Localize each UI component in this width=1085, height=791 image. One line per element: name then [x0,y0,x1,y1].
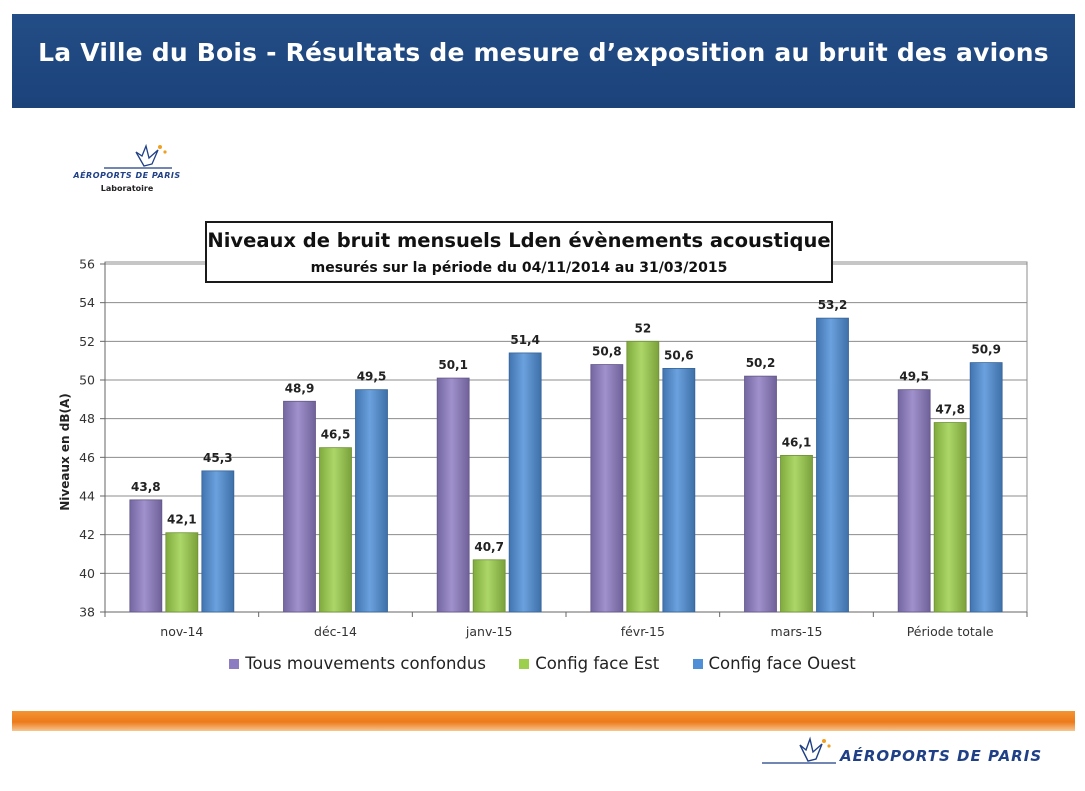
bar-config-face-est-dec-14 [319,447,352,613]
x-tick-label-dec-14: déc-14 [314,624,357,639]
legend-item-ouest: Config face Ouest [692,654,856,673]
bar-config-face-ouest-janv-15 [508,352,542,613]
bar-config-face-ouest-fevr-15 [662,367,696,613]
legend-label-ouest: Config face Ouest [708,654,856,673]
data-label-tous-mouvements-confondus-janv-15: 50,1 [438,358,468,372]
data-label-config-face-ouest-fevr-15: 50,6 [664,348,694,362]
x-tick-label-mars-15: mars-15 [771,624,823,639]
bar-tous-mouvements-confondus-janv-15 [436,377,470,613]
footer-orange-bar [12,711,1075,731]
y-tick-label-44: 44 [79,489,95,504]
bar-tous-mouvements-confondus-nov-14 [129,499,163,613]
plot-area [104,261,1028,613]
bar-tous-mouvements-confondus-periode-totale [897,389,931,613]
y-tick-label-42: 42 [79,527,95,542]
legend-item-tous: Tous mouvements confondus [229,654,486,673]
bar-config-face-ouest-dec-14 [355,389,388,613]
data-label-config-face-ouest-mars-15: 53,2 [818,298,848,312]
data-label-config-face-est-dec-14: 46,5 [321,428,351,442]
legend-swatch-tous [229,659,240,669]
data-label-tous-mouvements-confondus-nov-14: 43,8 [131,480,161,494]
logo-brand-text: AÉROPORTS DE PARIS [73,171,181,180]
legend-item-est: Config face Est [519,654,659,673]
bar-config-face-ouest-periode-totale [969,362,1003,613]
bar-config-face-est-periode-totale [933,422,967,613]
data-label-config-face-ouest-janv-15: 51,4 [510,333,540,347]
data-label-config-face-est-mars-15: 46,1 [782,435,812,449]
legend-label-tous: Tous mouvements confondus [245,654,486,673]
bar-tous-mouvements-confondus-dec-14 [283,400,316,613]
data-label-config-face-est-janv-15: 40,7 [474,540,504,554]
data-label-config-face-ouest-nov-14: 45,3 [203,451,233,465]
bar-config-face-est-fevr-15 [626,340,660,613]
chart-title: Niveaux de bruit mensuels Lden évènement… [207,229,831,252]
bar-tous-mouvements-confondus-mars-15 [744,375,777,613]
adp-footer-logo: AÉROPORTS DE PARIS [760,735,1060,775]
chart-subtitle: mesurés sur la période du 04/11/2014 au … [310,260,728,276]
bar-config-face-est-nov-14 [165,532,199,613]
x-tick-label-nov-14: nov-14 [160,624,203,639]
footer-brand-text: AÉROPORTS DE PARIS [840,747,1043,765]
y-tick-label-50: 50 [79,373,95,388]
data-label-config-face-est-periode-totale: 47,8 [935,403,965,417]
adp-bird-logo-icon [762,736,836,764]
bar-config-face-ouest-nov-14 [201,470,235,613]
adp-laboratoire-logo: AÉROPORTS DE PARIS Laboratoire [62,138,192,200]
bar-config-face-est-janv-15 [472,559,506,613]
y-tick-label-56: 56 [79,257,95,272]
data-label-tous-mouvements-confondus-periode-totale: 49,5 [899,370,929,384]
data-label-tous-mouvements-confondus-fevr-15: 50,8 [592,345,622,359]
data-label-config-face-ouest-dec-14: 49,5 [357,370,387,384]
x-tick-label-periode-totale: Période totale [907,624,994,639]
data-label-config-face-ouest-periode-totale: 50,9 [971,343,1001,357]
page-title: La Ville du Bois - Résultats de mesure d… [38,38,1049,67]
legend-swatch-est [519,659,530,669]
x-tick-label-janv-15: janv-15 [465,624,513,639]
y-tick-label-40: 40 [79,566,95,581]
data-label-tous-mouvements-confondus-mars-15: 50,2 [746,356,776,370]
header-banner: La Ville du Bois - Résultats de mesure d… [12,14,1075,108]
bar-config-face-ouest-mars-15 [816,317,849,613]
y-tick-label-52: 52 [79,334,95,349]
data-label-tous-mouvements-confondus-dec-14: 48,9 [285,381,315,395]
bar-config-face-est-mars-15 [780,454,813,613]
y-tick-label-54: 54 [79,295,95,310]
data-label-config-face-est-nov-14: 42,1 [167,513,197,527]
legend-swatch-ouest [692,659,703,669]
chart-legend: Tous mouvements confondus Config face Es… [0,654,1085,673]
chart-title-box: Niveaux de bruit mensuels Lden évènement… [205,221,833,283]
y-tick-label-38: 38 [79,605,95,620]
bar-tous-mouvements-confondus-fevr-15 [590,364,624,613]
x-tick-label-fevr-15: févr-15 [621,624,665,639]
adp-bird-logo-icon [104,143,172,169]
logo-subtitle: Laboratoire [100,184,154,193]
y-axis-label: Niveaux en dB(A) [58,393,72,511]
data-label-config-face-est-fevr-15: 52 [634,321,651,335]
y-tick-label-48: 48 [79,411,95,426]
y-tick-label-46: 46 [79,450,95,465]
legend-label-est: Config face Est [535,654,660,673]
